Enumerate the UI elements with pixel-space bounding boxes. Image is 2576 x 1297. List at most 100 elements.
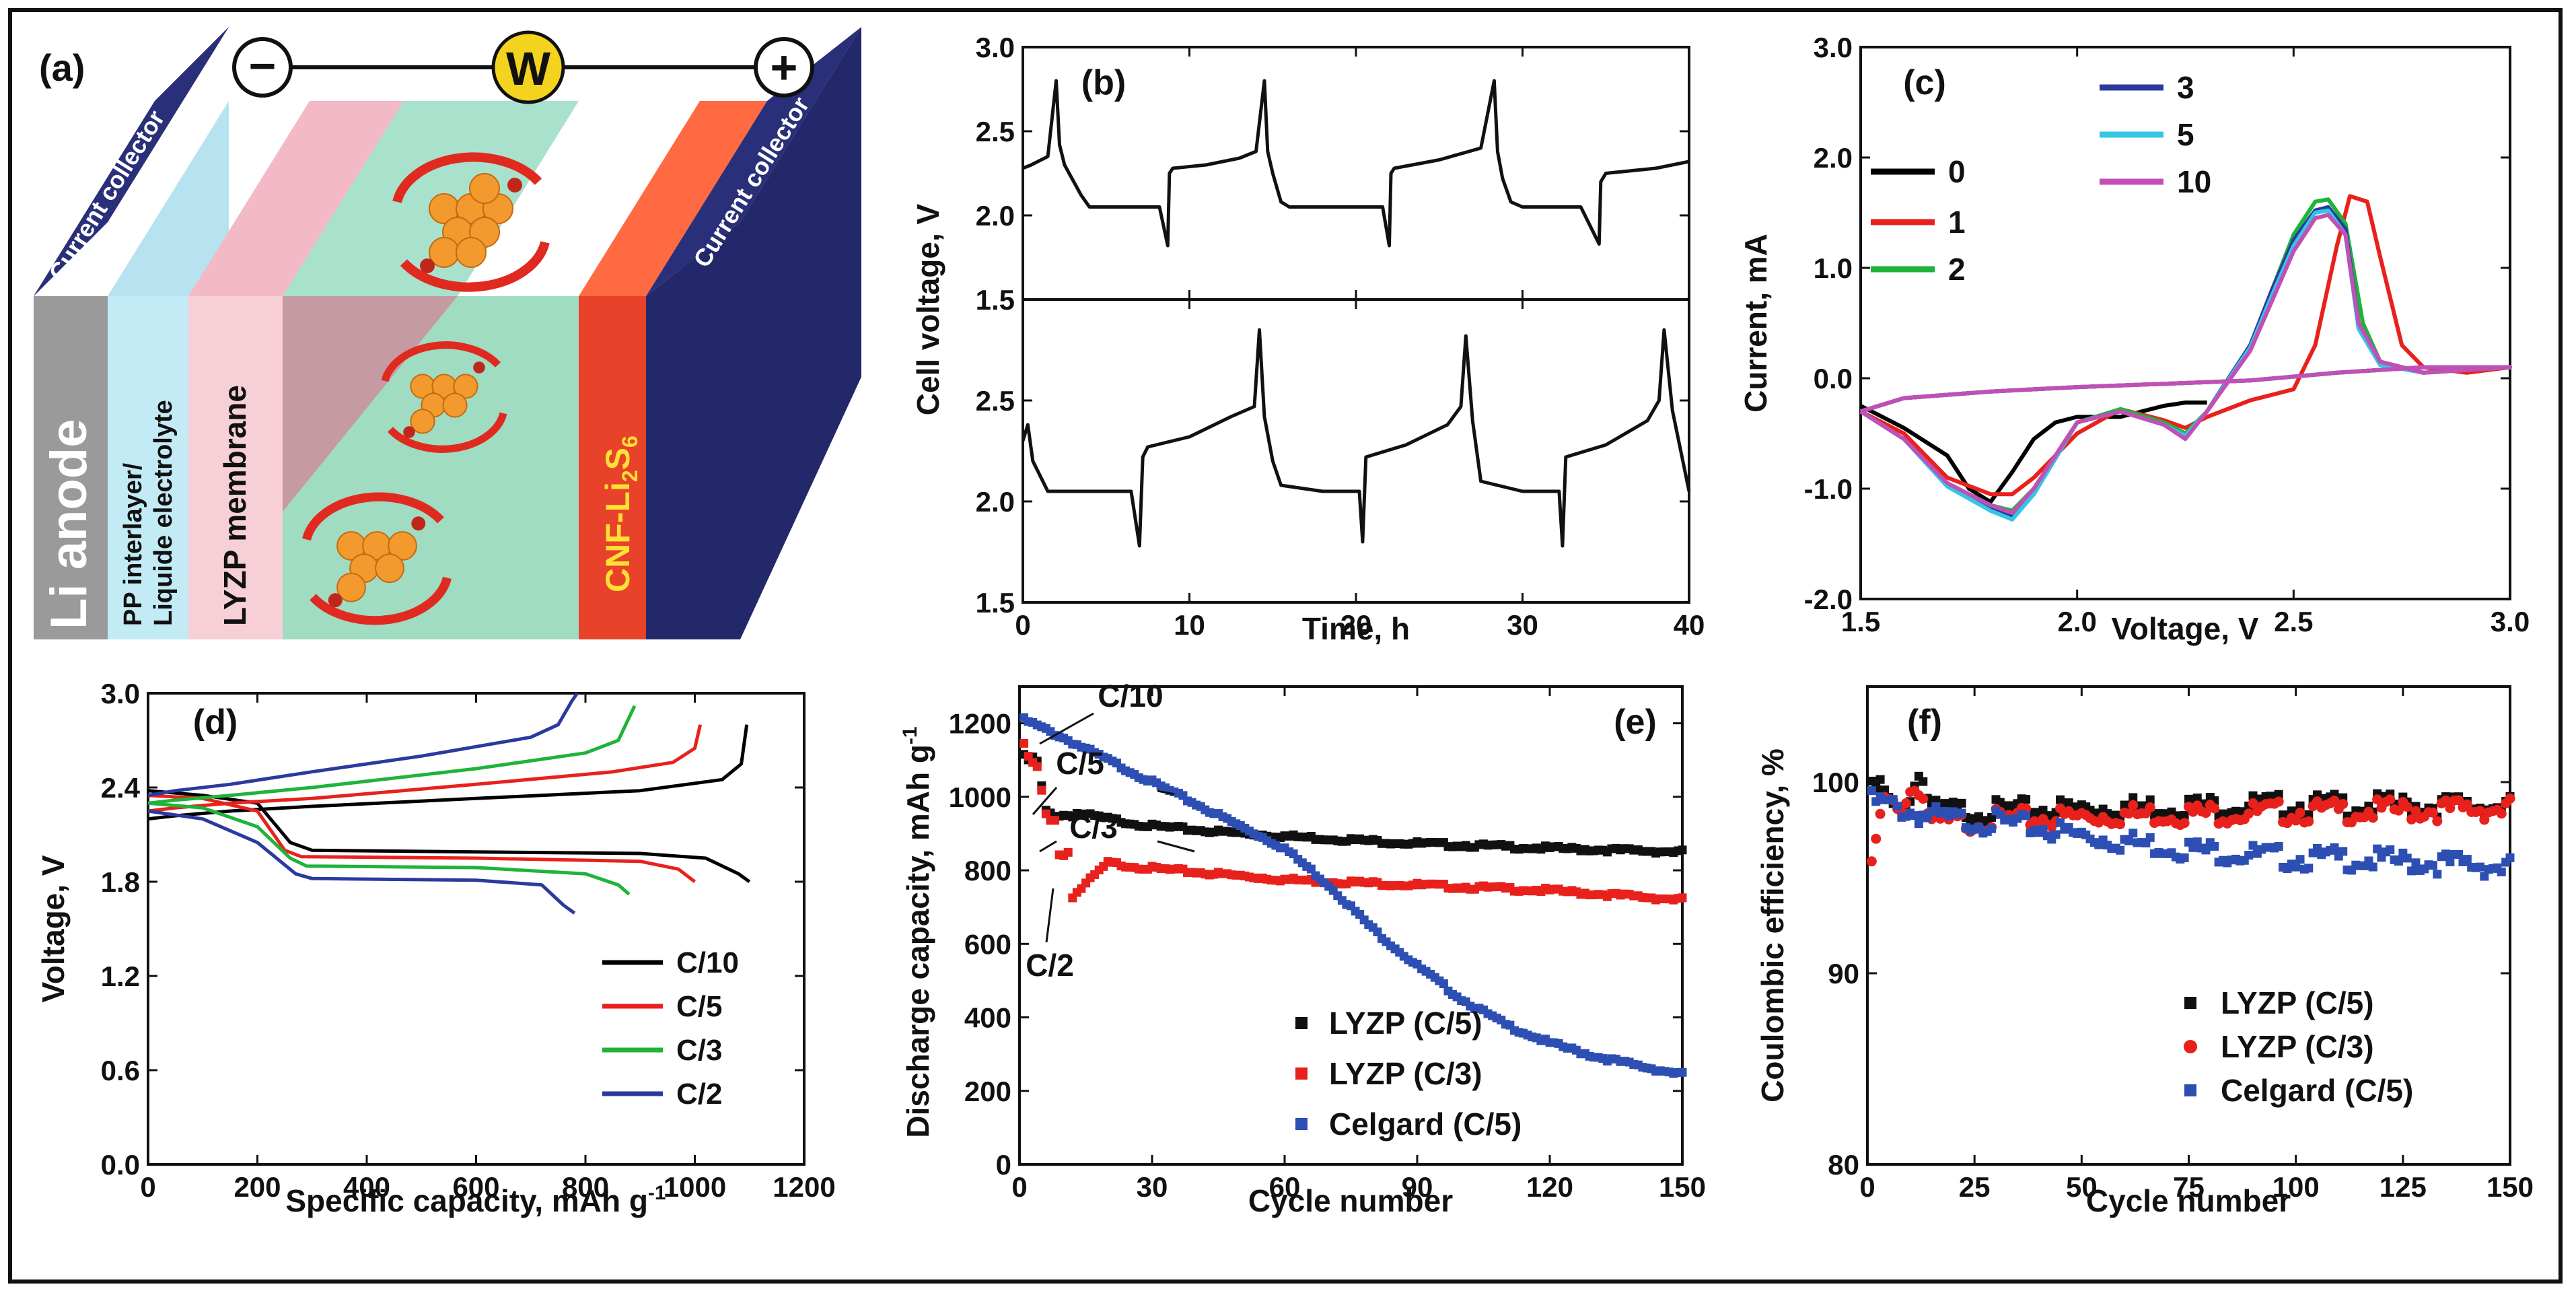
- polysulfide-clusters: [302, 152, 550, 625]
- data-point: [2496, 808, 2507, 819]
- pp-interlayer-front: [108, 296, 188, 639]
- data-point: [2201, 845, 2211, 855]
- data-point: [2180, 810, 2189, 820]
- data-point: [2475, 862, 2484, 872]
- legend-marker: [1295, 1017, 1308, 1029]
- data-point: [1439, 979, 1448, 989]
- data-point: [2295, 801, 2305, 810]
- x-tick-label: 2.0: [2057, 606, 2096, 637]
- discharge-curve-C/2: [147, 809, 576, 915]
- data-point: [1678, 893, 1687, 903]
- annotation-arrow: [1032, 787, 1058, 815]
- data-point: [2128, 793, 2138, 802]
- data-point: [2244, 808, 2254, 819]
- data-point: [1032, 762, 1042, 771]
- legend-label-1: 1: [1948, 205, 1966, 240]
- lithium-sphere: [328, 593, 343, 608]
- lyzp-membrane-label: LYZP membrane: [217, 385, 252, 626]
- legend-label-5: 5: [2177, 117, 2194, 152]
- y-tick-label: 100: [1812, 767, 1859, 798]
- y-tick-label: 1000: [949, 781, 1011, 813]
- discharge-curve-C/3: [147, 801, 631, 896]
- rotation-arrow: [381, 341, 501, 382]
- x-tick-label: 30: [1507, 609, 1538, 641]
- legend-label: Celgard (C/5): [2221, 1073, 2413, 1108]
- x-tick-label: 30: [1137, 1171, 1168, 1203]
- lithium-sphere: [473, 361, 485, 374]
- legend-marker: [1295, 1118, 1308, 1130]
- data-point: [1063, 847, 1073, 857]
- data-point: [2248, 841, 2258, 850]
- y-tick-label: 1.8: [101, 866, 140, 898]
- li-anode-block: [34, 296, 108, 639]
- data-point: [2329, 796, 2340, 806]
- legend-label-10: 10: [2177, 164, 2211, 199]
- data-point: [2274, 790, 2283, 799]
- x-axis-title: Cycle number: [2086, 1183, 2291, 1218]
- data-point: [1866, 856, 1877, 867]
- data-point: [1900, 798, 1911, 809]
- y-tick-label: 2.5: [976, 116, 1015, 147]
- y-tick-label: -1.0: [1804, 473, 1853, 505]
- data-point: [2209, 803, 2220, 814]
- sulfur-sphere: [336, 572, 366, 602]
- sulfur-sphere: [388, 531, 417, 561]
- y-tick-label: 2.0: [976, 200, 1015, 232]
- data-point: [2210, 841, 2219, 851]
- lithium-sphere: [420, 258, 435, 273]
- annotation-arrow: [1045, 888, 1054, 943]
- data-point: [2410, 806, 2421, 816]
- data-point: [1306, 864, 1316, 874]
- charge-curve-C/3: [147, 705, 637, 805]
- data-point: [2338, 799, 2349, 810]
- x-tick-label: 1000: [664, 1171, 726, 1203]
- x-axis-title: Specific capacity, mAh g-1: [285, 1182, 666, 1218]
- legend-label: LYZP (C/5): [2221, 985, 2374, 1020]
- data-point: [2338, 847, 2348, 856]
- y-tick-label: 600: [964, 928, 1011, 960]
- rotation-arrow: [400, 241, 550, 292]
- panel-a-schematic: − W + (a) Current collector Current coll…: [34, 27, 861, 639]
- chart-c: 1.5 2.0 2.5 3.0 -2.0 -1.0 0.0 1.0 2.0 3.0 (c) Volta…: [1738, 32, 2530, 646]
- data-point: [1910, 811, 1919, 820]
- data-point: [2479, 814, 2490, 825]
- annotation-label: C/10: [1098, 678, 1163, 713]
- data-point: [1987, 824, 1997, 833]
- panel-a-label: (a): [39, 46, 85, 89]
- lithium-sphere: [403, 426, 415, 438]
- data-point: [2385, 794, 2396, 805]
- y-tick-label: 2.4: [101, 772, 141, 804]
- data-point: [1678, 845, 1687, 855]
- x-tick-label: 75: [2173, 1171, 2205, 1203]
- y-tick-label: 90: [1828, 958, 1859, 989]
- sulfur-sphere: [375, 553, 404, 584]
- annotation-label: C/5: [1056, 746, 1104, 781]
- pp-interlayer-label-1: PP interlayer/: [119, 462, 147, 626]
- w-label: W: [506, 42, 550, 95]
- annotation-arrow: [1039, 712, 1094, 745]
- charge-curve-C/10: [147, 724, 749, 821]
- sulfur-sphere: [453, 374, 478, 399]
- panel-d-label: (d): [193, 703, 238, 742]
- data-point: [1957, 798, 1966, 808]
- data-point: [2145, 795, 2155, 804]
- x-tick-label: 2.5: [2274, 606, 2313, 637]
- figure-border: [8, 8, 2563, 1284]
- y-tick-label: 2.5: [976, 385, 1015, 417]
- sulfur-sphere: [442, 392, 468, 418]
- data-point: [2367, 812, 2378, 823]
- data-point: [1678, 1067, 1687, 1077]
- x-tick-label: 0: [140, 1171, 155, 1203]
- data-point: [2201, 808, 2211, 818]
- data-point: [2462, 799, 2472, 810]
- discharge-curve-C/10: [147, 789, 751, 884]
- x-tick-label: 150: [1659, 1171, 1706, 1203]
- data-point: [2480, 872, 2489, 881]
- x-tick-label: 90: [1402, 1171, 1433, 1203]
- x-tick-label: 125: [2380, 1171, 2427, 1203]
- y-tick-label: 0: [996, 1149, 1011, 1181]
- series-line-bottom: [1021, 328, 1691, 548]
- data-point: [2022, 795, 2031, 804]
- data-point: [2145, 802, 2155, 813]
- annotation-label: C/2: [1026, 948, 1074, 983]
